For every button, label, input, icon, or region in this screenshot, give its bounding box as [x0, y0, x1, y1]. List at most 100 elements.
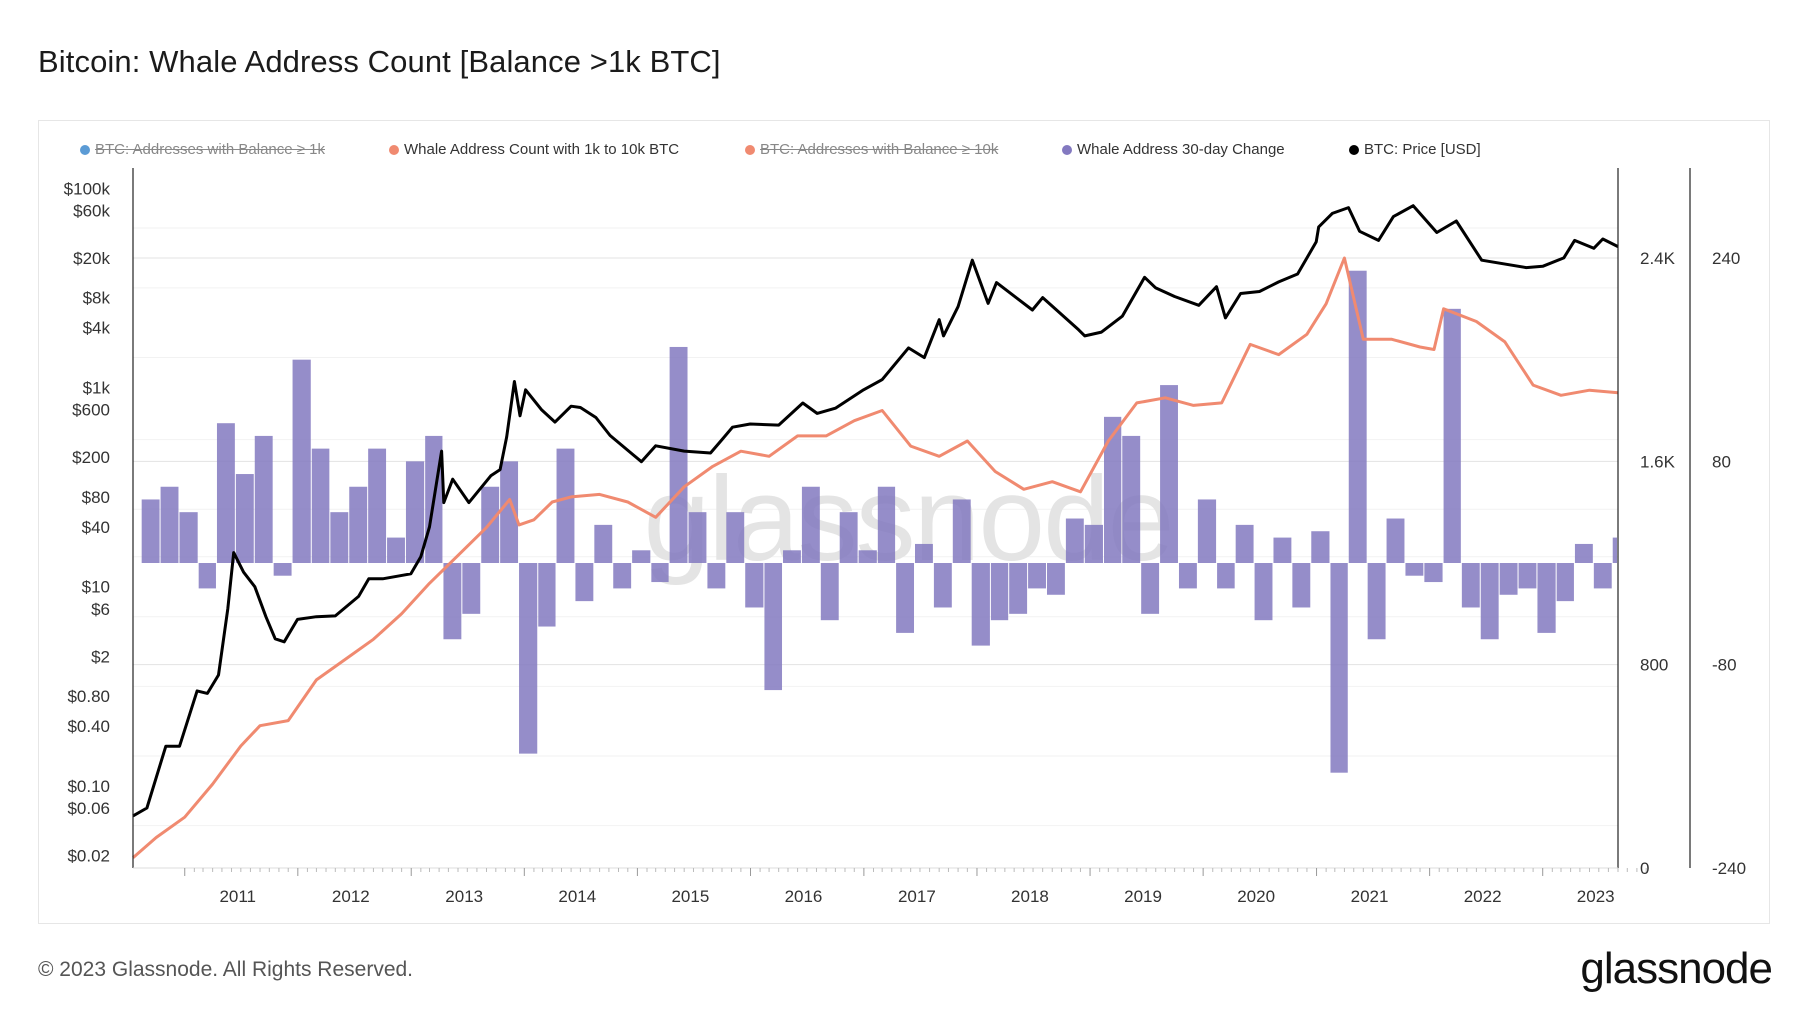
btc-price-line — [132, 204, 1619, 818]
y-right-tick-label: 0 — [1640, 859, 1649, 878]
series-lines — [132, 204, 1619, 859]
change-bar — [1178, 563, 1197, 589]
x-tick-label: 2021 — [1351, 887, 1389, 906]
y-left-tick-label: $0.06 — [67, 799, 110, 818]
change-bar — [273, 563, 292, 576]
y-left-tick-label: $60k — [73, 201, 110, 220]
x-tick-label: 2020 — [1237, 887, 1275, 906]
x-tick-label: 2011 — [219, 887, 256, 906]
legend-item-btc-price[interactable]: BTC: Price [USD] — [1349, 141, 1481, 158]
legend-item-balance-1k[interactable]: BTC: Addresses with Balance ≥ 1k — [80, 141, 325, 158]
change-bar — [1405, 563, 1424, 576]
change-bar — [632, 550, 651, 563]
copyright-footer: © 2023 Glassnode. All Rights Reserved. — [38, 958, 414, 981]
change-bar — [538, 563, 556, 627]
change-bar — [462, 563, 481, 614]
change-bar — [896, 563, 915, 633]
x-tick-label: 2012 — [332, 887, 370, 906]
y-right2-tick-label: -240 — [1712, 859, 1746, 878]
change-bar — [179, 512, 198, 563]
x-tick-label: 2015 — [671, 887, 709, 906]
change-bar — [1009, 563, 1028, 614]
change-bar — [1028, 563, 1046, 589]
change-bar — [500, 461, 519, 563]
change-bar — [556, 448, 575, 563]
change-bar — [235, 474, 254, 563]
change-bar — [1499, 563, 1518, 595]
y-right-tick-label: 800 — [1640, 656, 1668, 675]
change-bar — [311, 448, 330, 563]
y-left-tick-label: $100k — [64, 179, 111, 198]
legend-item-balance-10k[interactable]: BTC: Addresses with Balance ≥ 10k — [745, 141, 998, 158]
change-bar — [839, 512, 858, 563]
change-bar — [915, 543, 933, 563]
legend-item-30-day-change[interactable]: Whale Address 30-day Change — [1062, 141, 1285, 158]
whale-count-line — [132, 256, 1619, 859]
change-bar — [1122, 435, 1141, 563]
change-bar — [1443, 308, 1461, 563]
change-bar — [1217, 563, 1235, 589]
y-right-tick-label: 2.4K — [1640, 249, 1676, 268]
change-bar — [1348, 270, 1367, 563]
change-bar — [971, 563, 990, 646]
change-bar — [651, 563, 669, 583]
change-bar — [594, 524, 613, 563]
change-bar — [1556, 563, 1574, 602]
legend-label: Whale Address 30-day Change — [1077, 141, 1285, 158]
y-right2-tick-label: -80 — [1712, 656, 1737, 675]
change-bar — [1518, 563, 1537, 589]
y-left-tick-label: $0.40 — [67, 717, 110, 736]
legend-dot-icon — [1062, 145, 1072, 155]
change-bar — [1367, 563, 1386, 640]
chart-frame — [38, 120, 1770, 924]
y-left-tick-label: $2 — [91, 647, 110, 666]
legend-item-1k-10k[interactable]: Whale Address Count with 1k to 10k BTC — [389, 141, 679, 158]
legend-label: Whale Address Count with 1k to 10k BTC — [404, 141, 680, 158]
change-bar — [952, 499, 971, 563]
change-bar — [688, 512, 707, 563]
change-bar — [820, 563, 839, 621]
change-bar — [575, 563, 594, 602]
change-bar — [1235, 524, 1254, 563]
y-left-tick-label: $8k — [83, 289, 111, 308]
change-bar — [1386, 518, 1405, 563]
change-bar — [292, 359, 311, 563]
x-tick-label: 2016 — [785, 887, 823, 906]
change-bar — [443, 563, 462, 640]
axes — [132, 168, 1691, 876]
change-bar — [1612, 537, 1617, 563]
change-bar — [254, 435, 273, 563]
change-bar — [1254, 563, 1273, 621]
x-tick-label: 2013 — [445, 887, 483, 906]
y-left-tick-label: $600 — [72, 401, 110, 420]
change-bar — [1160, 385, 1178, 563]
change-bar — [669, 346, 688, 563]
change-bar — [1480, 563, 1499, 640]
change-bar — [349, 486, 368, 563]
change-bar — [613, 563, 632, 589]
change-bar — [1537, 563, 1556, 633]
change-bar — [1292, 563, 1311, 608]
change-bar — [368, 448, 387, 563]
change-bar — [1273, 537, 1292, 563]
change-bar — [1593, 563, 1612, 589]
brand-logo: glassnode — [1580, 944, 1773, 993]
change-bar — [1103, 416, 1122, 563]
change-bar — [1084, 524, 1103, 563]
x-tick-label: 2023 — [1577, 887, 1615, 906]
y-left-tick-label: $0.80 — [67, 687, 110, 706]
legend-dot-icon — [80, 145, 90, 155]
change-bar — [707, 563, 726, 589]
legend-dot-icon — [389, 145, 399, 155]
y-left-tick-label: $10 — [82, 578, 110, 597]
y-right2-tick-label: 240 — [1712, 249, 1740, 268]
chart-title: Bitcoin: Whale Address Count [Balance >1… — [38, 44, 721, 79]
y-left-tick-label: $80 — [82, 488, 110, 507]
y-left-tick-label: $6 — [91, 600, 110, 619]
x-tick-label: 2014 — [558, 887, 596, 906]
x-tick-label: 2022 — [1464, 887, 1502, 906]
change-bar — [726, 512, 745, 563]
legend-dot-icon — [1349, 145, 1359, 155]
change-bar — [990, 563, 1009, 621]
change-bar — [216, 423, 235, 563]
